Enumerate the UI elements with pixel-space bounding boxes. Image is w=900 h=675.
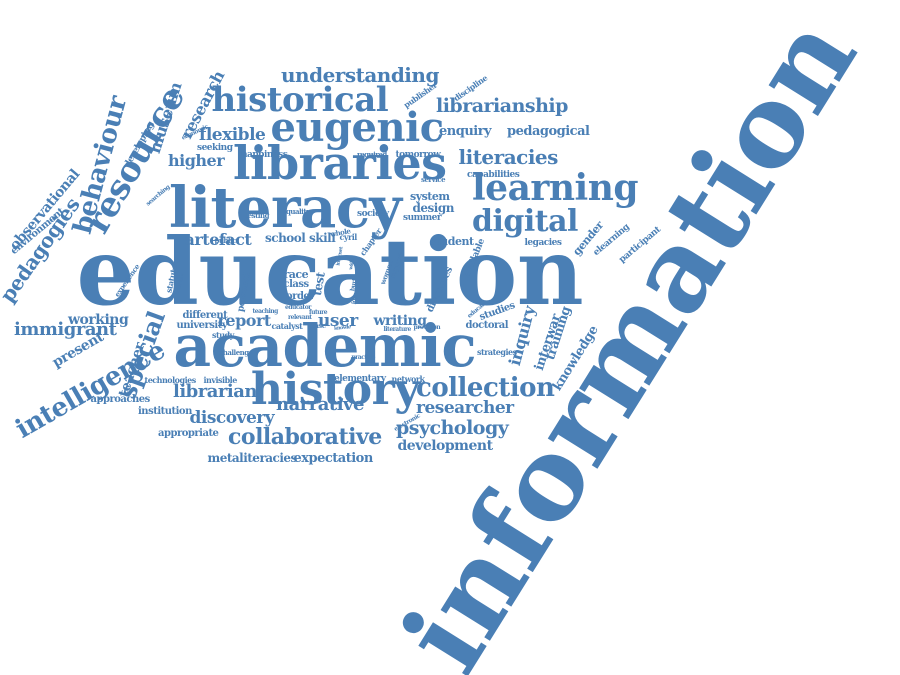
cloud-word: literacy [169,175,402,241]
cloud-word: researcher [416,397,514,418]
cloud-word: public [214,235,237,245]
cloud-word: challenge [219,347,253,357]
cloud-word: institution [138,406,192,417]
cloud-word: historical [211,80,389,120]
cloud-word: artefact [184,230,252,249]
cloud-word: metaliteracies [207,451,298,465]
cloud-word: learning [472,167,639,209]
cloud-word: psychology [396,416,509,439]
cloud-word: collection [416,373,555,403]
cloud-word: doctoral [465,320,509,331]
cloud-word: discovery [189,407,275,428]
cloud-word: teaching [252,308,279,315]
cloud-word: librarianship [436,94,568,117]
cloud-word: summer [403,212,442,223]
cloud-word: system [410,189,450,203]
cloud-word: librarian [173,381,257,402]
cloud-word: university [176,320,228,331]
cloud-word: understanding [281,63,439,87]
cloud-word: enquiry [439,123,492,139]
cloud-word: approaches [90,394,151,405]
cloud-word: provision [413,324,441,331]
cloud-word: case [310,320,327,330]
cloud-word: pedagogical [507,123,590,139]
cloud-word: higher [168,151,225,170]
cloud-word: immigrant [14,319,117,340]
cloud-word: design [412,201,455,215]
cloud-word: working [68,312,129,328]
cloud-word: legacies [524,237,562,248]
cloud-word: development [397,438,494,454]
cloud-word: expectation [293,450,374,466]
cloud-word: happiness [241,149,288,160]
cloud-word: invisible [203,375,238,385]
cloud-word: collaborative [228,424,382,450]
cloud-word: catalyst [271,321,303,331]
cloud-word: elementary [334,373,386,384]
cloud-word: literature [383,326,412,333]
cloud-word: technologies [144,375,197,385]
cloud-word: eugenic [270,104,445,151]
cloud-word: whole [329,225,352,239]
cloud-word: school [265,231,306,245]
cloud-word: strategies [477,347,517,357]
cloud-word: testing [245,210,270,220]
cloud-word: race [283,267,309,281]
cloud-word: tomorrow [395,149,441,160]
cloud-word: flexible [199,124,266,145]
cloud-word: relevant [288,314,312,321]
cloud-word: literacies [458,145,559,169]
cloud-word: knowle [333,323,351,332]
cloud-word: report [217,311,272,330]
cloud-word: education [76,218,584,326]
cloud-word: skill [309,231,336,245]
cloud-word: wide [347,258,356,270]
cloud-word: practice [351,354,376,361]
cloud-word: student [430,234,474,248]
cloud-word: cyril [339,232,358,242]
cloud-word: narrative [276,394,364,415]
cloud-word: quality [286,206,310,216]
cloud-word: history [251,364,420,415]
cloud-word: test [309,271,328,297]
cloud-word: writing [373,313,428,329]
cloud-word: study [212,330,234,340]
cloud-word: capabilities [467,169,520,180]
cloud-word: educator [285,304,311,311]
cloud-word: society [357,208,389,219]
cloud-word: appropriate [158,428,219,439]
cloud-word: libraries [233,136,447,190]
cloud-word: user [318,310,358,331]
cloud-word: searching [144,183,171,208]
cloud-word: seeking [197,142,233,153]
cloud-word: network [391,374,426,384]
cloud-word: future [309,309,328,316]
cloud-word: different [182,310,228,321]
cloud-word: academic [173,312,477,380]
cloud-word: digital [472,204,578,239]
cloud-word: service [421,174,446,184]
cloud-word: required [357,149,387,159]
cloud-word: class [283,279,310,290]
cloud-word: order [286,291,315,302]
